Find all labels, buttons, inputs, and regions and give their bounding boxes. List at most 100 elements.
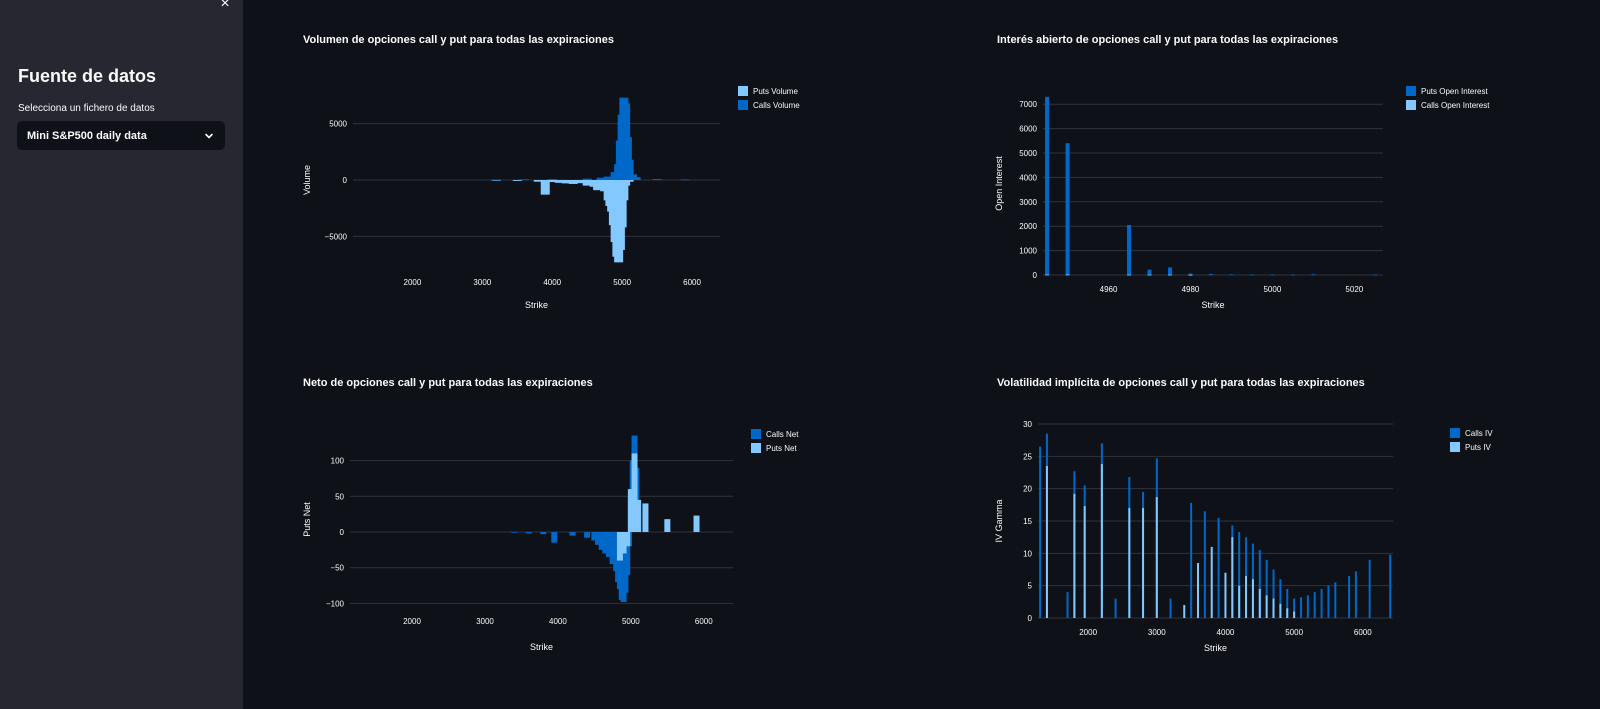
legend-label[interactable]: Calls IV bbox=[1465, 429, 1493, 438]
bar[interactable] bbox=[1334, 582, 1337, 618]
bar[interactable] bbox=[533, 180, 543, 182]
close-sidebar-button[interactable]: × bbox=[220, 0, 230, 12]
bar[interactable] bbox=[1299, 597, 1302, 618]
bar[interactable] bbox=[1293, 611, 1296, 618]
bar[interactable] bbox=[624, 159, 634, 180]
bar[interactable] bbox=[1229, 274, 1234, 276]
bar[interactable] bbox=[1258, 550, 1261, 618]
bar[interactable] bbox=[598, 532, 605, 550]
bar[interactable] bbox=[631, 453, 638, 532]
bar[interactable] bbox=[519, 179, 529, 181]
bar[interactable] bbox=[1286, 588, 1289, 618]
bar[interactable] bbox=[1245, 575, 1248, 618]
bar[interactable] bbox=[631, 177, 641, 180]
bar[interactable] bbox=[1127, 224, 1132, 275]
bar[interactable] bbox=[561, 180, 571, 184]
bar[interactable] bbox=[1147, 269, 1152, 275]
bar[interactable] bbox=[619, 180, 629, 201]
data-file-select[interactable]: Mini S&P500 daily data bbox=[17, 121, 225, 150]
bar[interactable] bbox=[621, 180, 631, 186]
bar[interactable] bbox=[568, 180, 578, 184]
bar[interactable] bbox=[1270, 274, 1275, 276]
bar[interactable] bbox=[1045, 96, 1050, 275]
bar[interactable] bbox=[1279, 579, 1282, 618]
bar[interactable] bbox=[1272, 569, 1275, 619]
legend-label[interactable]: Puts Open Interest bbox=[1421, 87, 1488, 96]
bar[interactable] bbox=[1389, 554, 1392, 618]
bar[interactable] bbox=[1167, 267, 1172, 275]
bar[interactable] bbox=[1272, 598, 1275, 618]
bar[interactable] bbox=[1065, 274, 1070, 276]
bar[interactable] bbox=[693, 515, 700, 532]
bar[interactable] bbox=[525, 532, 532, 534]
bar[interactable] bbox=[1100, 464, 1103, 618]
legend-label[interactable]: Calls Volume bbox=[753, 101, 800, 110]
bar[interactable] bbox=[616, 532, 623, 561]
bar[interactable] bbox=[602, 532, 609, 554]
bar[interactable] bbox=[1190, 502, 1193, 618]
bar[interactable] bbox=[1238, 585, 1241, 618]
legend-label[interactable]: Calls Net bbox=[766, 430, 799, 439]
bar[interactable] bbox=[1188, 273, 1193, 275]
bar[interactable] bbox=[1155, 497, 1158, 618]
bar[interactable] bbox=[1258, 588, 1261, 618]
bar[interactable] bbox=[1203, 511, 1206, 618]
bar[interactable] bbox=[1231, 537, 1234, 618]
bar[interactable] bbox=[1249, 274, 1254, 276]
bar[interactable] bbox=[540, 532, 547, 535]
bar[interactable] bbox=[1114, 598, 1117, 618]
bar[interactable] bbox=[609, 532, 616, 565]
bar[interactable] bbox=[1217, 517, 1220, 618]
bar[interactable] bbox=[1167, 274, 1172, 276]
bar[interactable] bbox=[1066, 592, 1069, 618]
bar[interactable] bbox=[1183, 605, 1186, 618]
bar[interactable] bbox=[624, 532, 631, 575]
bar[interactable] bbox=[1265, 559, 1268, 618]
bar[interactable] bbox=[595, 532, 602, 545]
bar[interactable] bbox=[1083, 506, 1086, 618]
legend-label[interactable]: Puts Volume bbox=[753, 87, 798, 96]
legend-swatch[interactable] bbox=[738, 100, 748, 110]
bar[interactable] bbox=[1188, 274, 1193, 276]
bar[interactable] bbox=[1039, 446, 1042, 618]
legend-swatch[interactable] bbox=[751, 429, 761, 439]
bar[interactable] bbox=[1208, 274, 1213, 275]
bar[interactable] bbox=[620, 532, 627, 554]
bar[interactable] bbox=[603, 176, 613, 180]
bar[interactable] bbox=[491, 179, 501, 181]
bar[interactable] bbox=[512, 180, 522, 181]
legend-swatch[interactable] bbox=[1450, 428, 1460, 438]
bar[interactable] bbox=[582, 178, 592, 180]
bar[interactable] bbox=[1320, 588, 1323, 618]
bar[interactable] bbox=[624, 180, 634, 182]
bar[interactable] bbox=[554, 180, 564, 183]
bar[interactable] bbox=[622, 137, 632, 180]
bar[interactable] bbox=[511, 532, 518, 533]
bar[interactable] bbox=[569, 532, 576, 536]
bar[interactable] bbox=[1293, 598, 1296, 618]
bar[interactable] bbox=[1045, 274, 1050, 276]
bar[interactable] bbox=[1196, 563, 1199, 618]
bar[interactable] bbox=[642, 503, 649, 532]
bar[interactable] bbox=[1313, 592, 1316, 618]
bar[interactable] bbox=[635, 499, 642, 532]
bar[interactable] bbox=[680, 179, 690, 181]
bar[interactable] bbox=[1045, 466, 1048, 618]
bar[interactable] bbox=[605, 532, 612, 557]
bar[interactable] bbox=[1251, 579, 1254, 618]
bar[interactable] bbox=[664, 519, 671, 532]
bar[interactable] bbox=[1147, 274, 1152, 276]
bar[interactable] bbox=[491, 180, 501, 181]
bar[interactable] bbox=[1128, 508, 1131, 618]
bar[interactable] bbox=[652, 179, 662, 180]
bar[interactable] bbox=[547, 180, 557, 183]
bar[interactable] bbox=[584, 532, 591, 538]
bar[interactable] bbox=[1279, 603, 1282, 618]
bar[interactable] bbox=[575, 180, 585, 184]
bar[interactable] bbox=[551, 532, 558, 543]
bar[interactable] bbox=[1286, 608, 1289, 618]
bar[interactable] bbox=[1306, 595, 1309, 618]
